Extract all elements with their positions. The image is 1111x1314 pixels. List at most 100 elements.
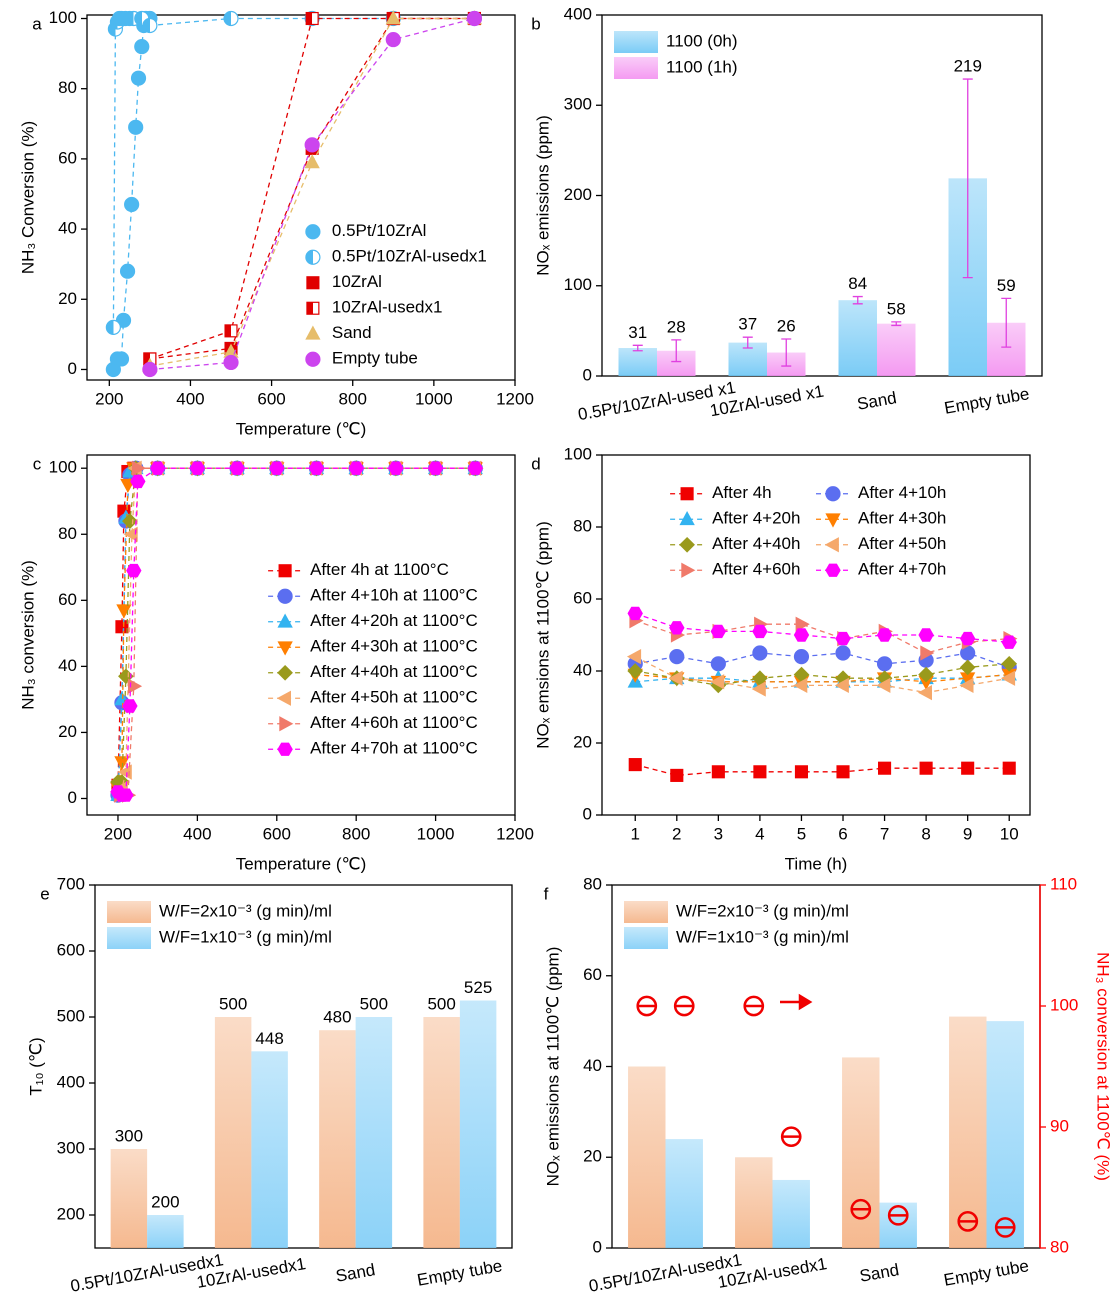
legend-marker (277, 588, 293, 604)
data-point (876, 628, 893, 642)
data-point (743, 995, 765, 1017)
y-tick-label: 100 (49, 458, 77, 477)
bar (665, 1139, 703, 1248)
data-point (994, 1217, 1016, 1238)
legend-marker (825, 486, 841, 502)
x-tick-label: 6 (838, 824, 847, 843)
x-tick-label: 2 (672, 824, 681, 843)
data-label: 219 (954, 57, 982, 76)
data-point (670, 768, 684, 782)
data-point (834, 677, 849, 694)
data-point (626, 648, 642, 665)
data-point (710, 674, 725, 690)
x-tick-label: Empty tube (416, 1256, 504, 1290)
legend-label: Empty tube (332, 349, 418, 368)
y-tick-label: 40 (58, 656, 77, 675)
legend-marker (825, 563, 841, 577)
bar (147, 1215, 184, 1248)
data-point (1001, 635, 1017, 649)
legend-swatch (107, 901, 151, 923)
legend-marker (276, 690, 291, 706)
x-axis-label: Time (h) (785, 854, 848, 873)
y-tick-label: 20 (58, 289, 77, 308)
x-tick-label: 10 (1000, 824, 1019, 843)
y-tick-label: 80 (58, 78, 77, 97)
x-tick-label: 3 (714, 824, 723, 843)
bar (618, 348, 657, 376)
x-tick-label: 4 (755, 824, 764, 843)
error-bar (891, 321, 902, 327)
data-point (795, 616, 810, 632)
legend-label: After 4+30h (858, 509, 946, 528)
bar (459, 1000, 497, 1248)
bar (838, 300, 877, 376)
data-point (920, 645, 935, 661)
data-point (388, 461, 404, 475)
panel-label: f (544, 884, 549, 903)
legend-label: After 4+40h at 1100°C (310, 662, 478, 681)
plot-frame (86, 454, 516, 816)
data-label: 500 (427, 994, 455, 1013)
series-line (634, 656, 1010, 694)
x-tick-label: 800 (342, 824, 370, 843)
legend-label: After 4+60h (712, 560, 800, 579)
x-tick-label: 1200 (496, 824, 534, 843)
bar (949, 1016, 987, 1248)
y-tick-label: 60 (573, 588, 592, 607)
data-point (835, 645, 851, 661)
data-point (134, 38, 150, 55)
data-point (753, 765, 767, 779)
y-tick-label: 40 (573, 660, 592, 679)
legend-marker (306, 276, 320, 290)
y-tick-label: 60 (58, 148, 77, 167)
y-axis-label: NOₓ emissions (ppm) (533, 115, 552, 276)
data-point (427, 461, 444, 475)
panel-label: c (33, 454, 42, 473)
y-tick-label: 100 (564, 444, 592, 463)
data-point (636, 995, 658, 1017)
data-point (960, 631, 976, 646)
data-point (130, 70, 147, 86)
legend-label: After 4+50h at 1100°C (310, 688, 478, 707)
y-axis-label: T₁₀ (℃) (26, 1037, 45, 1095)
legend-label: After 4+50h (858, 534, 946, 553)
data-point (887, 1204, 909, 1226)
error-bar (852, 295, 863, 305)
data-point (304, 137, 320, 153)
data-point (878, 761, 892, 775)
y-tick-label: 300 (564, 95, 592, 114)
y-tick-label: 80 (583, 874, 602, 893)
data-point (959, 659, 976, 676)
data-label: 37 (738, 315, 757, 334)
bar (772, 1179, 810, 1248)
y-tick-label: 700 (57, 874, 85, 893)
y-tick-label: 100 (564, 275, 592, 294)
data-point (105, 319, 121, 335)
data-point (752, 645, 768, 661)
legend-label: After 4+70h at 1100°C (310, 739, 478, 758)
legend-label: 0.5Pt/10ZrAl (332, 221, 427, 240)
series-line (112, 17, 150, 370)
data-point (189, 461, 206, 475)
legend-marker (306, 301, 320, 315)
data-point (126, 563, 142, 578)
data-point (919, 761, 933, 775)
legend-marker (824, 537, 839, 553)
data-point (794, 765, 809, 779)
bar (628, 1066, 666, 1248)
data-point (223, 354, 239, 371)
legend-label: Sand (332, 323, 372, 342)
data-label: 525 (464, 978, 492, 997)
data-point (229, 461, 245, 475)
data-point (130, 474, 146, 489)
y-tick-label: 0 (583, 365, 592, 384)
data-point (710, 656, 726, 672)
legend-label: W/F=2x10⁻³ (g min)/ml (676, 901, 849, 920)
y-tick-label: 60 (583, 965, 602, 984)
y-tick-label: 80 (58, 524, 77, 543)
x-tick-label: 5 (797, 824, 806, 843)
y-tick-label: 60 (58, 590, 77, 609)
x-tick-label: 1000 (417, 824, 455, 843)
